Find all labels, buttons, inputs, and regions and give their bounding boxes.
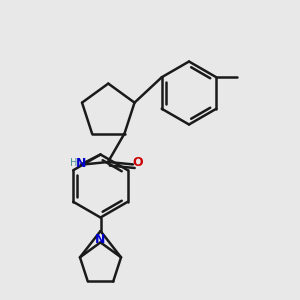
Text: N: N xyxy=(95,233,106,246)
Text: H: H xyxy=(70,158,78,168)
Text: N: N xyxy=(76,157,86,170)
Text: O: O xyxy=(133,156,143,170)
